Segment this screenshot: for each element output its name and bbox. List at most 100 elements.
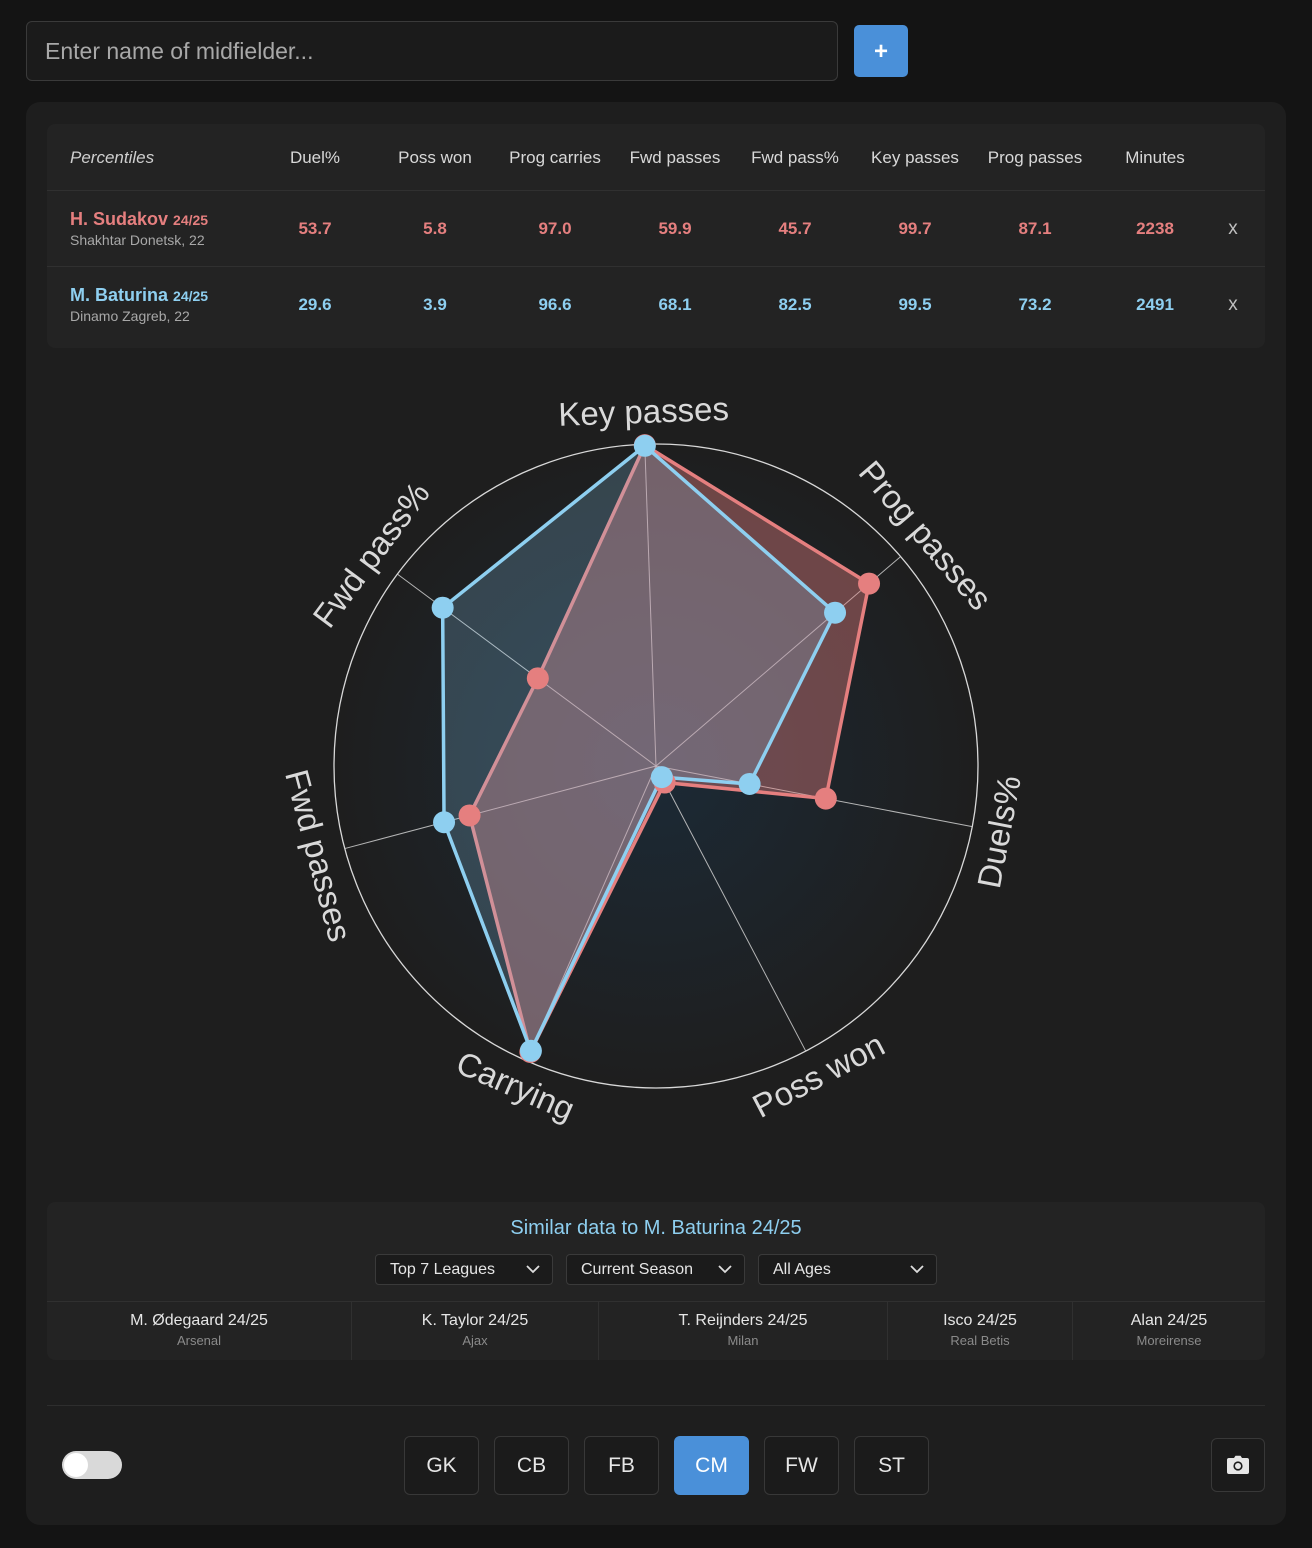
similar-player-club: Ajax	[462, 1333, 488, 1348]
table-row: M. Baturina 24/25 Dinamo Zagreb, 22 29.6…	[47, 267, 1265, 342]
player-season: 24/25	[173, 288, 209, 304]
radar-series-2-area	[440, 444, 837, 1053]
similar-player-item[interactable]: T. Reijnders 24/25 Milan	[599, 1302, 888, 1360]
camera-icon	[1227, 1455, 1249, 1474]
value-duel-pct: 53.7	[298, 218, 332, 238]
radar-axis-label: Duels%	[970, 772, 1028, 891]
age-filter-select[interactable]: All Ages	[758, 1254, 937, 1285]
similar-player-club: Real Betis	[950, 1333, 1010, 1348]
footer-divider	[47, 1405, 1265, 1406]
player-name-text: H. Sudakov	[70, 209, 169, 229]
radar-spoke	[644, 444, 657, 767]
search-row: +	[26, 21, 916, 81]
similar-player-item[interactable]: Alan 24/25 Moreirense	[1073, 1302, 1265, 1360]
position-button-gk[interactable]: GK	[404, 1436, 479, 1495]
percentile-table: Percentiles Duel% Poss won Prog carries …	[47, 124, 1265, 348]
chevron-down-icon	[910, 1265, 924, 1274]
header-minutes: Minutes	[1125, 147, 1185, 167]
position-button-st[interactable]: ST	[854, 1436, 929, 1495]
value-prog-carries: 96.6	[538, 294, 572, 314]
similar-player-name: T. Reijnders 24/25	[678, 1312, 808, 1329]
radar-point-series-2	[519, 1039, 542, 1062]
radar-axis-label: Key passes	[558, 390, 730, 433]
similar-player-club: Arsenal	[176, 1333, 222, 1348]
table-header: Percentiles Duel% Poss won Prog carries …	[47, 124, 1265, 191]
radar-point-series-1	[526, 667, 549, 690]
player-season: 24/25	[173, 212, 209, 228]
header-duel-pct: Duel%	[289, 147, 341, 167]
season-filter-value: Current Season	[581, 1261, 694, 1278]
player-name[interactable]: H. Sudakov 24/25	[70, 209, 208, 230]
season-filter-select[interactable]: Current Season	[566, 1254, 745, 1285]
similar-player-name: K. Taylor 24/25	[421, 1312, 529, 1329]
header-key-passes: Key passes	[871, 147, 959, 167]
similar-player-name: Isco 24/25	[943, 1312, 1017, 1329]
header-prog-carries: Prog carries	[509, 147, 601, 167]
header-poss-won: Poss won	[398, 147, 472, 167]
position-button-cm[interactable]: CM	[674, 1436, 749, 1495]
similar-player-club: Moreirense	[1136, 1333, 1202, 1348]
league-filter-value: Top 7 Leagues	[390, 1261, 495, 1278]
radar-series-1-area	[467, 443, 871, 1054]
similar-player-item[interactable]: K. Taylor 24/25 Ajax	[352, 1302, 599, 1360]
radar-point-series-1	[458, 804, 481, 827]
toggle-knob	[64, 1453, 88, 1477]
value-prog-passes: 87.1	[1018, 218, 1052, 238]
similar-title: Similar data to M. Baturina 24/25	[510, 1217, 802, 1239]
header-fwd-passes: Fwd passes	[629, 147, 721, 167]
radar-spoke	[344, 765, 657, 850]
similar-player-name: M. Ødegaard 24/25	[130, 1312, 268, 1329]
display-toggle[interactable]	[62, 1451, 122, 1479]
value-key-passes: 99.7	[898, 218, 932, 238]
similar-player-item[interactable]: Isco 24/25 Real Betis	[888, 1302, 1073, 1360]
value-duel-pct: 29.6	[298, 294, 332, 314]
similar-player-club: Milan	[727, 1333, 759, 1348]
search-input[interactable]	[26, 21, 838, 81]
player-name-text: M. Baturina	[70, 285, 169, 305]
player-name[interactable]: M. Baturina 24/25	[70, 285, 208, 306]
value-fwd-passes: 68.1	[658, 294, 692, 314]
radar-point-series-2	[650, 766, 673, 789]
add-player-button[interactable]: +	[854, 25, 908, 77]
age-filter-value: All Ages	[773, 1261, 831, 1278]
radar-point-series-2	[738, 772, 761, 795]
value-minutes: 2491	[1136, 294, 1174, 314]
value-prog-passes: 73.2	[1018, 294, 1052, 314]
similar-players-card: Similar data to M. Baturina 24/25 Top 7 …	[47, 1202, 1265, 1360]
value-prog-carries: 97.0	[538, 218, 572, 238]
value-key-passes: 99.5	[898, 294, 932, 314]
position-button-cb[interactable]: CB	[494, 1436, 569, 1495]
similar-player-item[interactable]: M. Ødegaard 24/25 Arsenal	[47, 1302, 352, 1360]
value-fwd-pass-pct: 82.5	[778, 294, 812, 314]
main-panel: Percentiles Duel% Poss won Prog carries …	[26, 102, 1286, 1525]
radar-point-series-2	[431, 596, 454, 619]
similar-player-name: Alan 24/25	[1130, 1312, 1208, 1329]
radar-point-series-1	[814, 787, 837, 810]
header-prog-passes: Prog passes	[987, 147, 1083, 167]
position-button-fb[interactable]: FB	[584, 1436, 659, 1495]
value-minutes: 2238	[1136, 218, 1174, 238]
league-filter-select[interactable]: Top 7 Leagues	[375, 1254, 553, 1285]
remove-player-button[interactable]: x	[1228, 217, 1238, 239]
position-button-fw[interactable]: FW	[764, 1436, 839, 1495]
value-poss-won: 5.8	[423, 218, 447, 238]
value-fwd-pass-pct: 45.7	[778, 218, 812, 238]
chevron-down-icon	[526, 1265, 540, 1274]
radar-spoke	[655, 556, 901, 767]
radar-point-series-2	[433, 811, 456, 834]
value-fwd-passes: 59.9	[658, 218, 692, 238]
table-row: H. Sudakov 24/25 Shakhtar Donetsk, 22 53…	[47, 191, 1265, 267]
radar-point-series-1	[858, 572, 881, 595]
header-percentiles: Percentiles	[70, 147, 155, 167]
similar-players-list: M. Ødegaard 24/25 Arsenal K. Taylor 24/2…	[47, 1301, 1265, 1360]
player-club: Shakhtar Donetsk, 22	[70, 232, 205, 248]
radar-spoke	[655, 765, 807, 1052]
header-fwd-pass-pct: Fwd pass%	[751, 147, 839, 167]
radar-point-series-2	[633, 434, 656, 457]
remove-player-button[interactable]: x	[1228, 293, 1238, 315]
player-club: Dinamo Zagreb, 22	[70, 308, 190, 324]
screenshot-button[interactable]	[1211, 1438, 1265, 1492]
value-poss-won: 3.9	[423, 294, 447, 314]
radar-point-series-2	[824, 601, 847, 624]
